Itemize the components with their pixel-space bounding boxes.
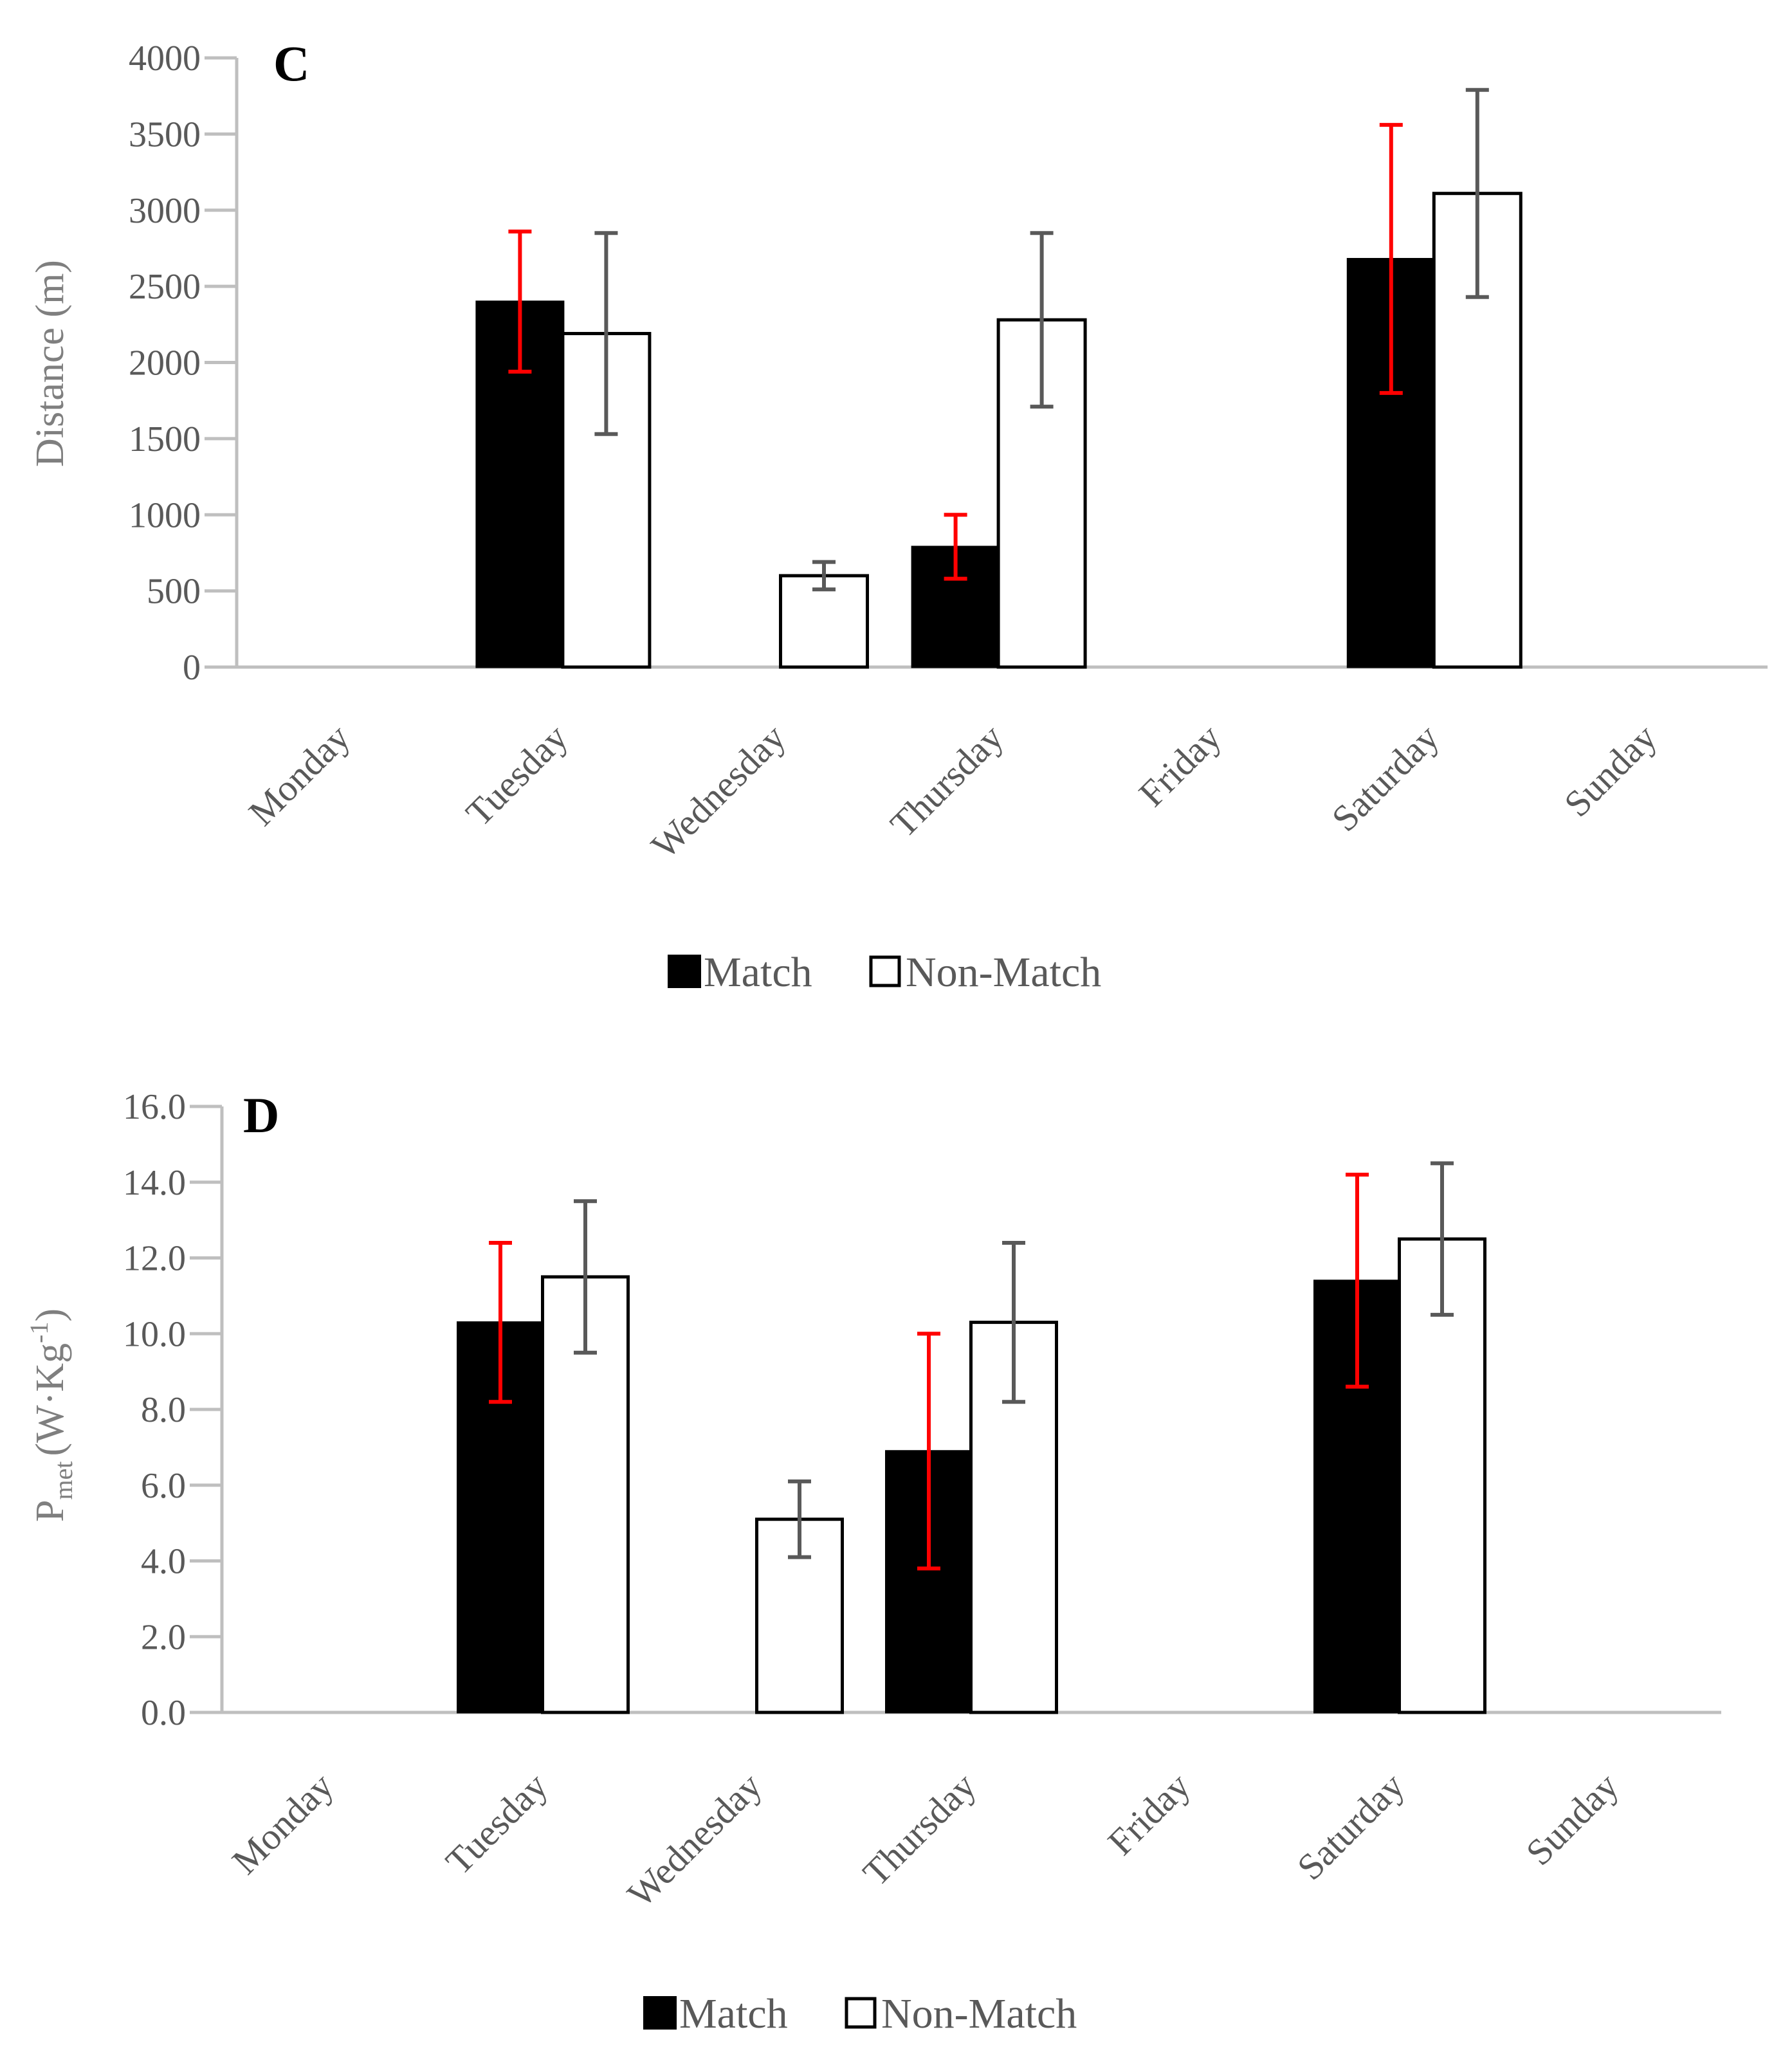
panel-c-y-ticks: 0 500 1000 1500 2000 2500 3000 3500 4000 [129, 39, 237, 688]
panel-c-x-tick-label: Tuesday [458, 716, 576, 834]
panel-d-y-tick-label: 10.0 [123, 1314, 186, 1354]
panel-d-bar-nonmatch-saturday [1398, 1237, 1486, 1714]
panel-d-y-axis-title-p: P [28, 1500, 72, 1522]
panel-d-x-tick-label: Friday [1100, 1765, 1198, 1863]
panel-d-y-axis-title-unit: (W·Kg [28, 1343, 72, 1456]
panel-c-x-ticks: Monday Tuesday Wednesday Thursday Friday Satu… [241, 716, 1665, 867]
panel-c-bars [475, 192, 1522, 669]
panel-d-legend-nonmatch-label: Non-Match [881, 1990, 1077, 2037]
panel-d-x-tick-label: Sunday [1518, 1765, 1627, 1873]
panel-d-legend: Match Non-Match [643, 1990, 1077, 2037]
panel-d-y-ticks: 0.0 2.0 4.0 6.0 8.0 10.0 12.0 14.0 16.0 [123, 1087, 222, 1733]
panel-d-label: D [243, 1087, 279, 1143]
panel-c-y-tick-label: 4000 [129, 39, 201, 78]
panel-c-legend: Match Non-Match [668, 949, 1101, 996]
panel-d-x-tick-label: Wednesday [619, 1765, 770, 1915]
panel-c-legend-nonmatch-swatch [869, 955, 901, 987]
panel-c-error-bar-nonmatch-thursday [1030, 231, 1054, 409]
panel-d-y-axis-title-sub: met [49, 1462, 78, 1500]
panel-d-x-tick-label: Thursday [855, 1765, 984, 1894]
panel-c-legend-nonmatch-label: Non-Match [906, 949, 1101, 996]
panel-c-y-tick-label: 0 [183, 648, 201, 688]
panel-d-legend-match-label: Match [679, 1990, 788, 2037]
panel-c-x-tick-label: Thursday [882, 716, 1011, 845]
panel-d-y-tick-label: 4.0 [141, 1542, 186, 1582]
panel-d-error-bar-match-saturday [1346, 1172, 1369, 1389]
panel-c-error-bar-nonmatch-wednesday [812, 560, 836, 592]
panel-c-y-tick-label: 2000 [129, 344, 201, 383]
panel-d-legend-nonmatch-swatch [845, 1997, 877, 2029]
panel-d-bars [457, 1237, 1486, 1714]
panel-d-x-ticks: Monday Tuesday Wednesday Thursday Friday Satu… [224, 1765, 1627, 1915]
panel-c-label: C [273, 35, 309, 91]
panel-d-error-bar-nonmatch-thursday [1002, 1240, 1025, 1404]
chart-panel-d: 0.0 2.0 4.0 6.0 8.0 10.0 12.0 14.0 16.0 Monday Tu… [24, 1087, 1721, 2037]
panel-c-error-bar-match-saturday [1379, 123, 1403, 395]
panel-d-error-bars [489, 1161, 1454, 1571]
panel-c-y-tick-label: 1500 [129, 419, 201, 459]
panel-c-error-bar-nonmatch-saturday [1465, 87, 1489, 299]
panel-d-y-tick-label: 16.0 [123, 1087, 186, 1127]
panel-c-error-bars [508, 87, 1489, 592]
panel-c-y-tick-label: 3500 [129, 115, 201, 154]
panel-d-y-tick-label: 2.0 [141, 1617, 186, 1657]
panel-c-error-bar-match-tuesday [508, 229, 532, 374]
panel-d-legend-match-swatch [643, 1996, 677, 2030]
panel-d-y-axis-title-end: ) [28, 1308, 72, 1322]
chart-panel-c: 0 500 1000 1500 2000 2500 3000 3500 4000 Monday T… [28, 35, 1768, 996]
panel-c-x-tick-label: Sunday [1556, 716, 1665, 825]
panel-d-x-tick-label: Monday [224, 1765, 342, 1882]
panel-d-y-tick-label: 14.0 [123, 1163, 186, 1203]
panel-d-y-tick-label: 6.0 [141, 1466, 186, 1506]
panel-c-y-tick-label: 500 [147, 572, 201, 612]
panel-c-error-bar-match-thursday [944, 513, 967, 581]
panel-c-x-tick-label: Friday [1131, 716, 1229, 814]
panel-c-x-tick-label: Wednesday [643, 716, 794, 867]
panel-d-error-bar-match-tuesday [489, 1240, 512, 1404]
panel-d-error-bar-nonmatch-tuesday [574, 1199, 597, 1355]
panel-c-y-tick-label: 2500 [129, 267, 201, 307]
panel-d-x-tick-label: Tuesday [437, 1765, 555, 1882]
panel-d-x-tick-label: Saturday [1289, 1765, 1413, 1888]
panel-d-y-axis-title: Pmet (W·Kg-1) [24, 1308, 78, 1522]
panel-c-y-axis-title: Distance (m) [28, 260, 72, 467]
panel-d-error-bar-match-thursday [917, 1332, 940, 1571]
panel-c-legend-match-swatch [668, 955, 701, 988]
panel-d-error-bar-nonmatch-saturday [1431, 1161, 1454, 1317]
panel-c-y-tick-label: 1000 [129, 495, 201, 535]
panel-c-legend-match-label: Match [704, 949, 812, 996]
panel-d-y-axis-title-sup: -1 [24, 1322, 53, 1343]
panel-d-error-bar-nonmatch-wednesday [788, 1479, 811, 1559]
panel-d-y-tick-label: 8.0 [141, 1390, 186, 1430]
panel-d-y-tick-label: 0.0 [141, 1693, 186, 1733]
panel-c-error-bar-nonmatch-tuesday [594, 231, 618, 436]
panel-c-x-tick-label: Saturday [1324, 716, 1447, 839]
panel-c-y-tick-label: 3000 [129, 191, 201, 231]
panel-c-x-tick-label: Monday [241, 716, 358, 834]
panel-d-y-tick-label: 12.0 [123, 1239, 186, 1279]
